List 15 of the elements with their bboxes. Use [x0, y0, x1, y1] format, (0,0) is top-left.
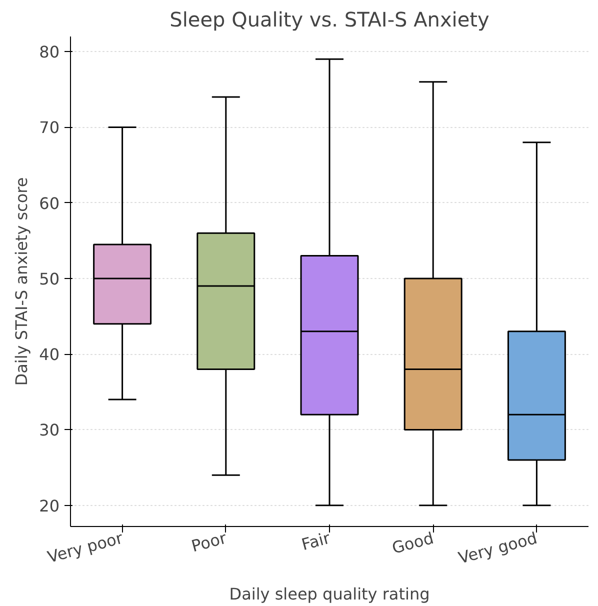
y-tick-label: 70: [39, 118, 60, 138]
x-axis-title: Daily sleep quality rating: [229, 584, 430, 604]
y-tick-label: 40: [39, 345, 60, 364]
x-tick-label: Very good: [456, 528, 540, 568]
x-tick-label: Fair: [299, 528, 332, 554]
y-tick-label: 50: [39, 269, 60, 288]
x-tick-label: Good: [390, 528, 436, 558]
y-tick-label: 60: [39, 194, 60, 213]
y-tick-label: 80: [39, 42, 60, 62]
x-tick-label: Poor: [189, 528, 229, 556]
y-tick-label: 30: [39, 420, 60, 440]
x-tick-label: Very poor: [45, 528, 126, 567]
chart-title: Sleep Quality vs. STAI-S Anxiety: [170, 8, 490, 32]
y-tick-label: 20: [39, 496, 60, 516]
y-axis-title: Daily STAI-S anxiety score: [12, 177, 32, 386]
